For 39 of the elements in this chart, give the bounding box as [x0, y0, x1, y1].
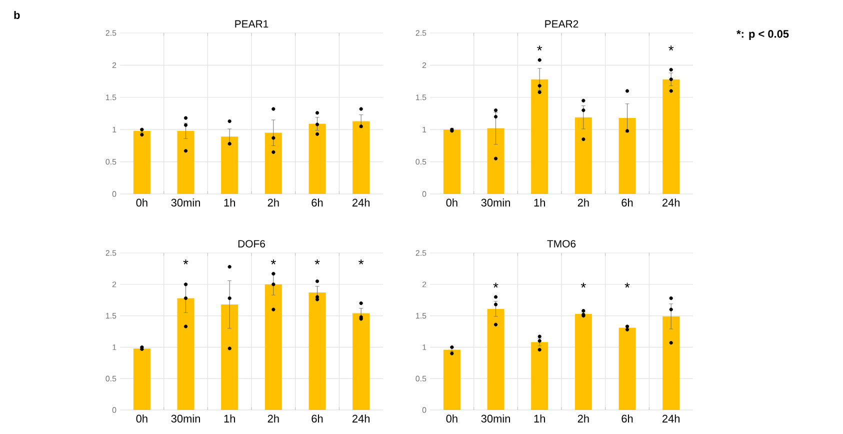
- annotation: *: [537, 46, 542, 50]
- text: *: p < 0.05: [736, 30, 789, 40]
- annotation: *: [580, 282, 586, 288]
- x-tick-label: 0h: [136, 414, 148, 423]
- annotation: *: [624, 282, 630, 288]
- x-tick-label: 24h: [662, 198, 680, 206]
- x-tick-label: 30min: [481, 198, 510, 207]
- annotation: *: [183, 259, 188, 264]
- annotation: *: [358, 259, 364, 264]
- annotation: *: [270, 259, 276, 264]
- x-tick-label: 6h: [312, 198, 323, 207]
- x-tick-label: 6h: [622, 198, 633, 207]
- x-tick-label: 0h: [446, 414, 458, 423]
- text: b: [14, 10, 20, 20]
- chart-title: TMO6: [547, 240, 576, 248]
- x-tick-label: 2h: [578, 198, 589, 206]
- x-tick-label: 0h: [136, 198, 148, 207]
- annotation: *: [668, 46, 674, 50]
- x-tick-label: 24h: [662, 414, 680, 422]
- chart-title: PEAR1: [235, 20, 268, 28]
- x-tick-label: 2h: [268, 414, 279, 422]
- x-tick-label: 0h: [446, 198, 458, 207]
- x-tick-label: 24h: [352, 414, 370, 422]
- x-tick-label: 30min: [481, 414, 510, 423]
- annotation: *: [493, 282, 498, 288]
- x-tick-label: 30min: [171, 198, 200, 207]
- x-tick-label: 6h: [312, 414, 323, 423]
- chart-title: PEAR2: [545, 20, 578, 28]
- annotation: *: [314, 259, 320, 264]
- x-tick-label: 1h: [534, 414, 545, 422]
- x-tick-label: 1h: [224, 414, 235, 422]
- x-tick-label: 2h: [578, 414, 589, 422]
- chart-title: DOF6: [238, 240, 265, 248]
- x-tick-label: 1h: [534, 198, 545, 206]
- x-tick-label: 30min: [171, 414, 200, 423]
- x-tick-label: 24h: [352, 198, 370, 206]
- x-tick-label: 6h: [622, 414, 633, 423]
- x-tick-label: 1h: [224, 198, 235, 206]
- x-tick-label: 2h: [268, 198, 279, 206]
